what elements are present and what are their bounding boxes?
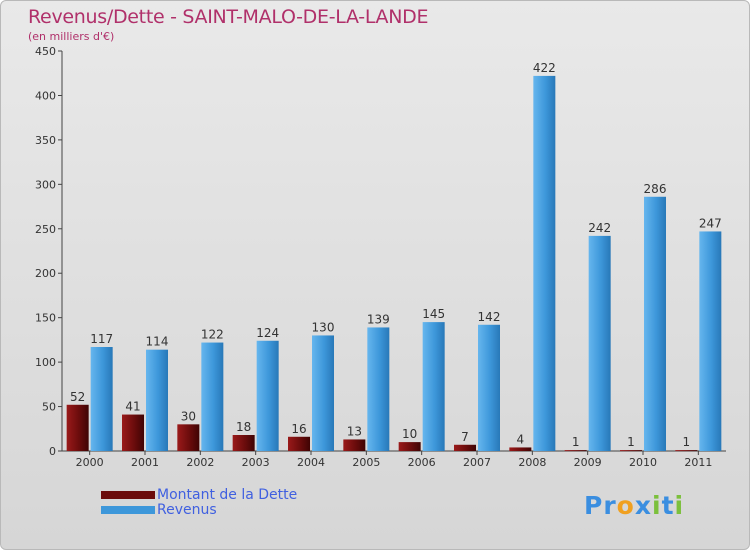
bar-debt <box>454 444 476 451</box>
bar-revenue <box>699 231 722 451</box>
bar-debt <box>288 436 310 451</box>
x-tick-label: 2008 <box>518 456 546 469</box>
data-label-revenue: 242 <box>588 221 611 235</box>
data-label-debt: 16 <box>291 422 306 436</box>
bar-revenue <box>422 322 445 451</box>
data-label-revenue: 286 <box>644 182 667 196</box>
x-tick-label: 2009 <box>574 456 602 469</box>
bar-debt <box>675 450 698 452</box>
x-tick-label: 2000 <box>76 456 104 469</box>
logo-letter: P <box>584 491 604 520</box>
logo-letter: x <box>634 491 652 520</box>
bar-debt <box>398 442 421 451</box>
data-label-revenue: 114 <box>146 335 169 349</box>
logo-letter: r <box>603 491 617 520</box>
x-tick-label: 2007 <box>463 456 491 469</box>
x-tick-label: 2011 <box>684 456 712 469</box>
data-label-debt: 30 <box>181 409 196 423</box>
data-label-debt: 41 <box>125 400 140 414</box>
x-tick-label: 2001 <box>131 456 159 469</box>
bar-debt <box>232 435 255 451</box>
y-tick-label: 200 <box>35 267 56 280</box>
x-tick-label: 2002 <box>186 456 214 469</box>
chart-title: Revenus/Dette - SAINT-MALO-DE-LA-LANDE <box>28 6 429 28</box>
data-label-revenue: 124 <box>256 326 279 340</box>
bar-revenue <box>312 335 334 451</box>
y-tick-label: 400 <box>35 89 56 102</box>
logo-letter: o <box>616 491 635 520</box>
bar-debt <box>122 414 144 451</box>
bar-debt <box>177 424 200 451</box>
legend-label-debt: Montant de la Dette <box>157 486 298 503</box>
x-tick-label: 2010 <box>629 456 657 469</box>
data-label-revenue: 130 <box>312 320 335 334</box>
bar-debt <box>66 404 89 451</box>
bar-revenue <box>644 196 666 451</box>
data-label-revenue: 422 <box>533 61 556 75</box>
data-label-debt: 1 <box>627 435 635 449</box>
bar-revenue <box>588 235 611 451</box>
y-tick-label: 250 <box>35 223 56 236</box>
legend-swatch-revenue <box>101 505 155 514</box>
bar-revenue <box>367 327 390 451</box>
bar-debt <box>620 450 642 452</box>
data-label-revenue: 139 <box>367 312 390 326</box>
bar-debt <box>509 447 532 451</box>
legend-item-debt: Montant de la Dette <box>101 486 298 503</box>
data-label-revenue: 247 <box>699 216 722 230</box>
y-tick-label: 350 <box>35 134 56 147</box>
legend: Montant de la Dette Revenus <box>101 486 298 518</box>
legend-label-revenue: Revenus <box>157 501 217 518</box>
data-label-debt: 1 <box>572 435 580 449</box>
proxiti-logo: Proxiti <box>584 491 684 520</box>
y-tick-label: 150 <box>35 312 56 325</box>
data-label-debt: 13 <box>347 424 362 438</box>
bar-revenue <box>256 340 279 451</box>
data-label-debt: 10 <box>402 427 417 441</box>
bar-revenue <box>146 349 168 451</box>
bar-revenue <box>533 75 556 451</box>
bar-revenue <box>90 347 113 451</box>
x-tick-label: 2005 <box>352 456 380 469</box>
y-tick-label: 50 <box>42 401 56 414</box>
y-tick-label: 0 <box>49 445 56 458</box>
x-tick-label: 2003 <box>242 456 270 469</box>
legend-item-revenue: Revenus <box>101 501 297 518</box>
data-label-debt: 4 <box>517 432 525 446</box>
logo-letter: i <box>674 491 685 520</box>
data-label-revenue: 145 <box>422 307 445 321</box>
logo-letter: t <box>661 491 675 520</box>
chart-subtitle: (en milliers d'€) <box>28 30 115 43</box>
y-tick-label: 450 <box>35 45 56 58</box>
data-label-revenue: 117 <box>90 332 113 346</box>
y-tick-label: 100 <box>35 356 56 369</box>
y-tick-label: 300 <box>35 178 56 191</box>
data-label-debt: 52 <box>70 390 85 404</box>
data-label-revenue: 142 <box>478 310 501 324</box>
x-tick-label: 2006 <box>408 456 436 469</box>
x-tick-label: 2004 <box>297 456 325 469</box>
data-label-revenue: 122 <box>201 328 224 342</box>
bar-revenue <box>201 342 224 451</box>
data-label-debt: 1 <box>683 435 691 449</box>
logo-letter: i <box>652 491 662 520</box>
legend-swatch-debt <box>101 490 155 499</box>
bar-revenue <box>478 324 500 451</box>
data-label-debt: 7 <box>461 430 469 444</box>
bar-debt <box>343 439 366 451</box>
data-label-debt: 18 <box>236 420 251 434</box>
bar-debt <box>564 450 587 452</box>
